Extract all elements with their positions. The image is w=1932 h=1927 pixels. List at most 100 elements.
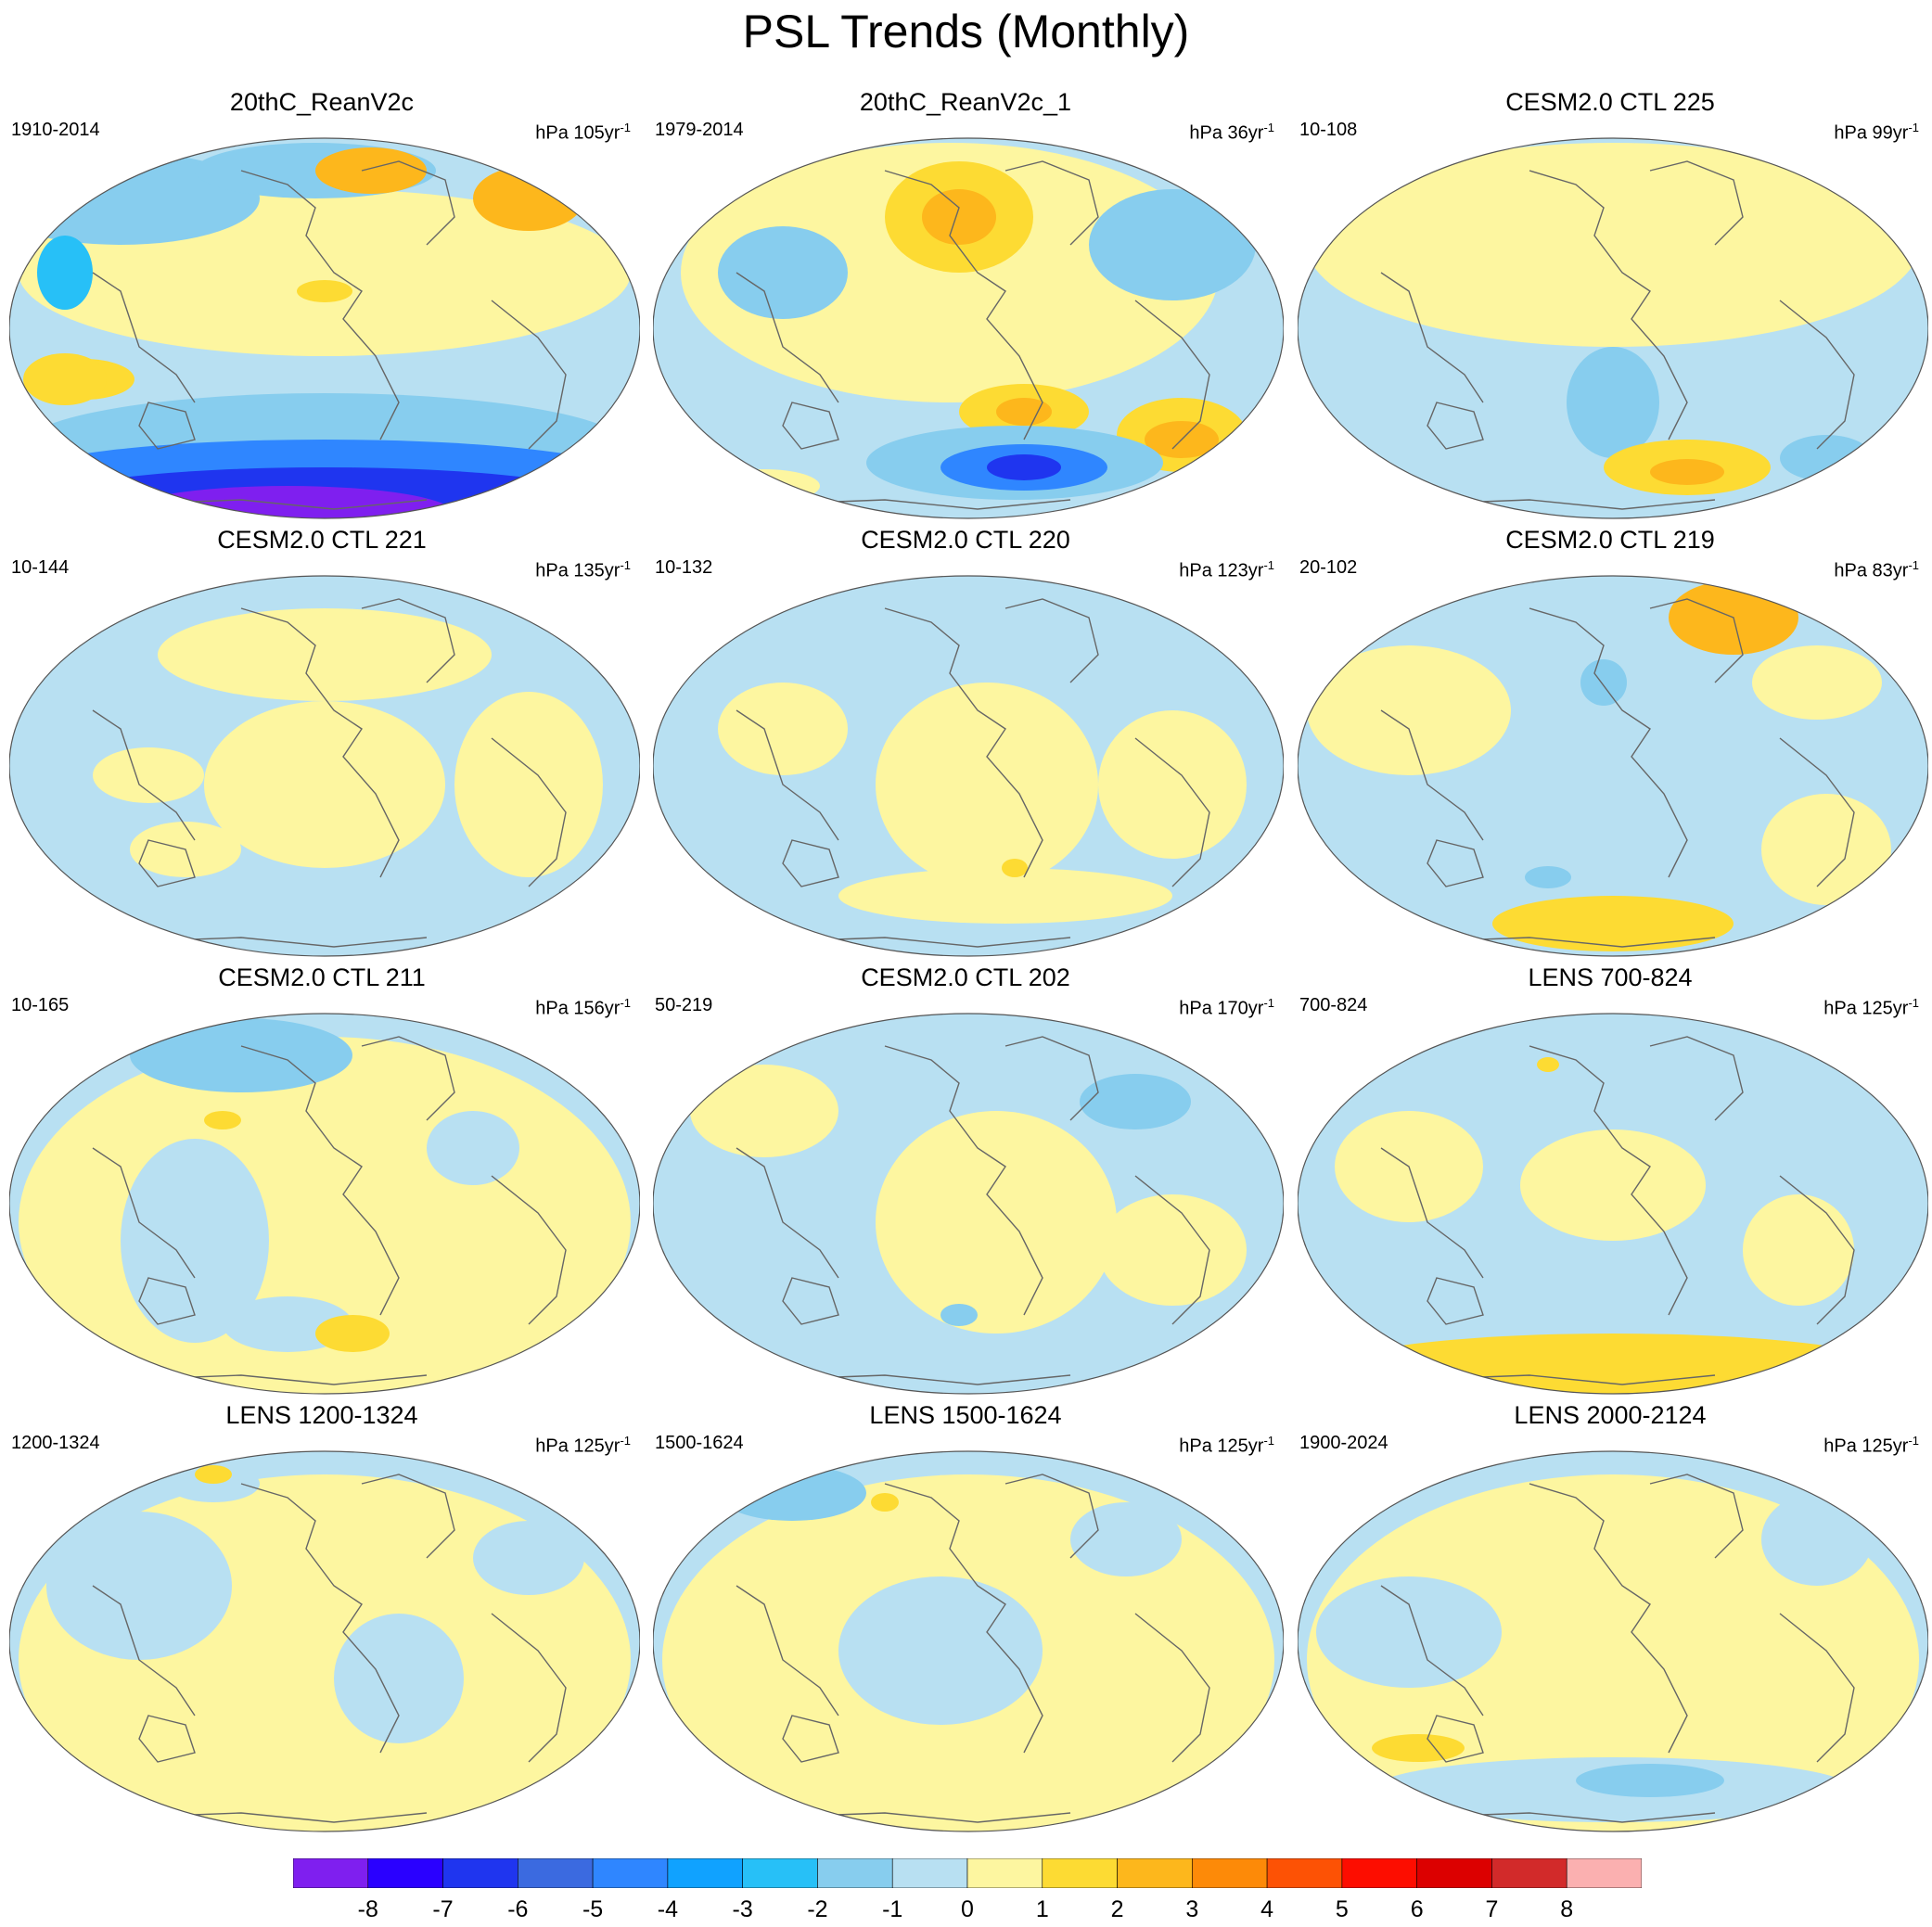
trend-region [1098,1194,1247,1306]
coastline [782,402,839,450]
trend-region [1520,1129,1706,1241]
trend-region [940,1304,978,1326]
map-fill [1298,576,1928,956]
coastline [1134,1175,1210,1325]
map-border [9,1013,640,1395]
trend-region [1316,1576,1502,1688]
coastline [884,607,1043,878]
trend-map [9,1450,640,1832]
map-panel: 20thC_ReanV2c_1 1979-2014 hPa 36yr-1 [644,87,1287,523]
map-fill [653,138,1284,518]
colorbar-label: 6 [1410,1896,1424,1922]
trend-region [1492,896,1734,951]
trend-region [1080,1074,1191,1129]
trend-map [1298,1013,1928,1395]
trend-region [876,683,1098,887]
trend-region [297,280,352,302]
map-panel: CESM2.0 CTL 225 10-108 hPa 99yr-1 [1288,87,1932,523]
coastline [736,272,839,403]
trend-region [1525,866,1571,888]
map-border [653,1450,1284,1832]
trend-region [1372,1734,1465,1762]
trend-region [158,608,492,701]
panel-period: 20-102 [1299,557,1358,578]
panel-title: 20thC_ReanV2c_1 [859,88,1072,116]
trend-map [9,137,640,519]
colorbar-swatch [817,1858,893,1888]
trend-region [130,1018,352,1092]
panel-period: 1500-1624 [655,1433,744,1453]
coastline [736,709,839,841]
panel-title: CESM2.0 CTL 211 [218,964,426,991]
trend-region [1761,794,1891,905]
colorbar-swatch [442,1858,518,1888]
trend-map [9,1013,640,1395]
panel-title: LENS 1200-1324 [225,1401,418,1429]
trend-region [315,147,427,194]
map-panel: CESM2.0 CTL 202 50-219 hPa 170yr-1 [644,963,1287,1398]
coastline [361,1036,455,1121]
coastline [240,1483,400,1754]
coastline [1529,607,1688,878]
colorbar-swatch [1192,1858,1268,1888]
trend-region [1576,1764,1724,1797]
panel-period: 10-132 [655,557,713,578]
trend-region [121,486,454,518]
coastline [1529,1045,1688,1316]
trend-region [922,189,996,245]
coastline [1779,1175,1855,1325]
trend-region [1089,189,1256,300]
panel-units: hPa 105yr-1 [535,121,631,144]
panel-period: 700-824 [1299,995,1368,1015]
trend-map [653,575,1284,957]
panel-period: 1910-2014 [11,120,100,140]
panel-units: hPa 156yr-1 [535,996,631,1019]
colorbar-label: 1 [1035,1896,1049,1922]
coastline [736,1147,839,1279]
trend-map [653,1013,1284,1395]
map-border [1298,137,1928,519]
map-panel: CESM2.0 CTL 220 10-132 hPa 123yr-1 [644,525,1287,961]
coastline [736,1585,839,1716]
panel-period: 10-165 [11,995,70,1015]
panel-title: CESM2.0 CTL 225 [1505,88,1715,116]
colorbar-swatch [742,1858,818,1888]
trend-region [1650,459,1724,485]
panel-period: 10-108 [1299,120,1358,140]
trend-map [1298,137,1928,519]
trend-region [1580,659,1627,706]
map-fill [653,576,1284,956]
coastline [1380,272,1484,403]
colorbar-swatch [518,1858,594,1888]
map-border [9,575,640,957]
coastline [1779,737,1855,887]
panel-period: 1200-1324 [11,1433,100,1453]
panel-units: hPa 125yr-1 [535,1434,631,1457]
coastline [1649,1036,1744,1121]
coastline [138,402,196,450]
map-fill [9,1014,640,1394]
coastline [138,1277,196,1325]
coastline [1649,160,1744,246]
panel-title: CESM2.0 CTL 219 [1505,526,1715,554]
trend-region [1002,859,1028,877]
coastline [1529,1483,1688,1754]
panel-units: hPa 135yr-1 [535,558,631,581]
colorbar-swatch [1266,1858,1343,1888]
panel-title: CESM2.0 CTL 221 [217,526,427,554]
colorbar-swatch [1416,1858,1492,1888]
coastline [240,170,400,440]
trend-region [871,1493,899,1512]
map-fill [9,576,640,956]
colorbar-label: 0 [961,1896,974,1922]
trend-region [996,398,1052,426]
trend-map [653,137,1284,519]
trend-region [1752,645,1882,720]
coastline [361,1474,455,1559]
coastline [884,1045,1043,1316]
panel-units: hPa 36yr-1 [1189,121,1274,144]
panel-units: hPa 170yr-1 [1179,996,1274,1019]
coastline [92,272,196,403]
map-fill [9,1451,640,1831]
colorbar-label: -3 [732,1896,753,1922]
